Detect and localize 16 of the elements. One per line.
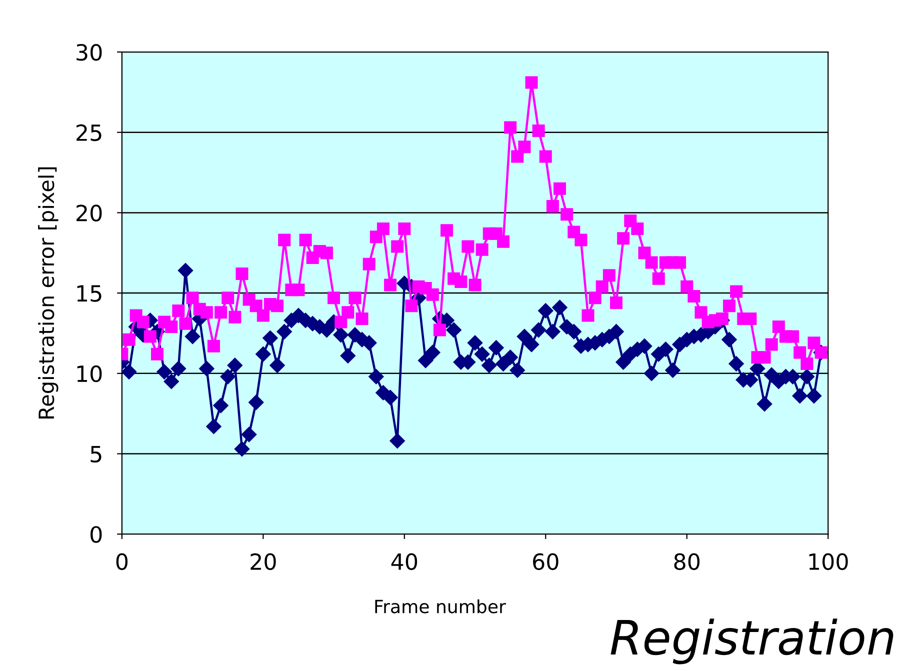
x-tick-label: 60 (533, 553, 558, 570)
y-tick-label: 20 (76, 204, 102, 222)
text: Registration (610, 618, 894, 664)
y-tick-label: 0 (90, 526, 102, 543)
x-tick-label: 20 (250, 553, 276, 570)
x-tick-label: 0 (116, 553, 128, 570)
y-tick-label: 10 (77, 365, 102, 382)
y-axis-title: Registration error [pixel] (38, 167, 58, 418)
y-tick-label: 25 (76, 124, 102, 142)
y-tick-label: 15 (77, 285, 102, 302)
x-axis-title: Frame number (375, 599, 506, 614)
x-tick-label: 100 (809, 553, 848, 570)
y-tick-label: 30 (76, 44, 102, 61)
x-tick-label: 80 (674, 553, 700, 570)
x-tick-label: 40 (391, 553, 418, 570)
y-tick-label: 5 (90, 446, 102, 463)
